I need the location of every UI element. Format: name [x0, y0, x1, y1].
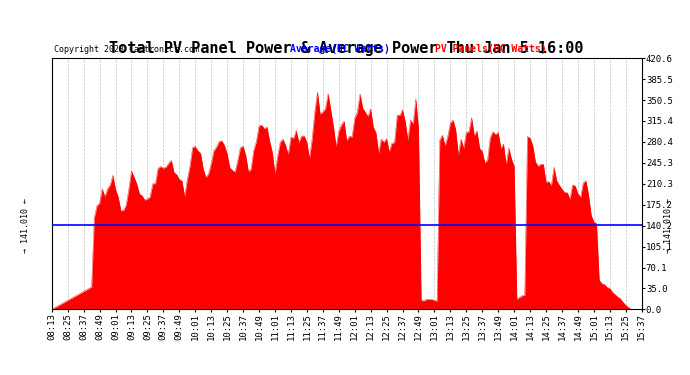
Text: Average(DC Watts): Average(DC Watts)	[290, 44, 390, 54]
Text: → 141.010 ←: → 141.010 ←	[21, 198, 30, 253]
Text: PV Panels(DC Watts): PV Panels(DC Watts)	[435, 44, 546, 54]
Text: Copyright 2023 Cartronics.com: Copyright 2023 Cartronics.com	[54, 45, 199, 54]
Title: Total PV Panel Power & Average Power Thu Jan 5 16:00: Total PV Panel Power & Average Power Thu…	[110, 40, 584, 56]
Text: → 141.010 ←: → 141.010 ←	[664, 198, 673, 253]
